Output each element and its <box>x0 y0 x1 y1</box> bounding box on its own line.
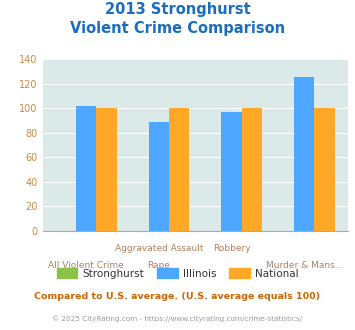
Bar <box>222 112 242 231</box>
Bar <box>169 109 190 231</box>
Text: Murder & Mans...: Murder & Mans... <box>266 261 343 270</box>
Text: All Violent Crime: All Violent Crime <box>48 261 124 270</box>
Bar <box>149 122 169 231</box>
Bar <box>242 109 262 231</box>
Text: Violent Crime Comparison: Violent Crime Comparison <box>70 21 285 36</box>
Text: 2013 Stronghurst: 2013 Stronghurst <box>105 2 250 16</box>
Bar <box>315 109 335 231</box>
Text: Aggravated Assault: Aggravated Assault <box>115 244 203 253</box>
Text: Compared to U.S. average. (U.S. average equals 100): Compared to U.S. average. (U.S. average … <box>34 292 321 301</box>
Bar <box>97 109 117 231</box>
Legend: Stronghurst, Illinois, National: Stronghurst, Illinois, National <box>52 264 303 283</box>
Bar <box>294 77 315 231</box>
Text: Robbery: Robbery <box>213 244 250 253</box>
Text: © 2025 CityRating.com - https://www.cityrating.com/crime-statistics/: © 2025 CityRating.com - https://www.city… <box>53 315 302 322</box>
Text: Rape: Rape <box>147 261 170 270</box>
Bar <box>76 106 97 231</box>
